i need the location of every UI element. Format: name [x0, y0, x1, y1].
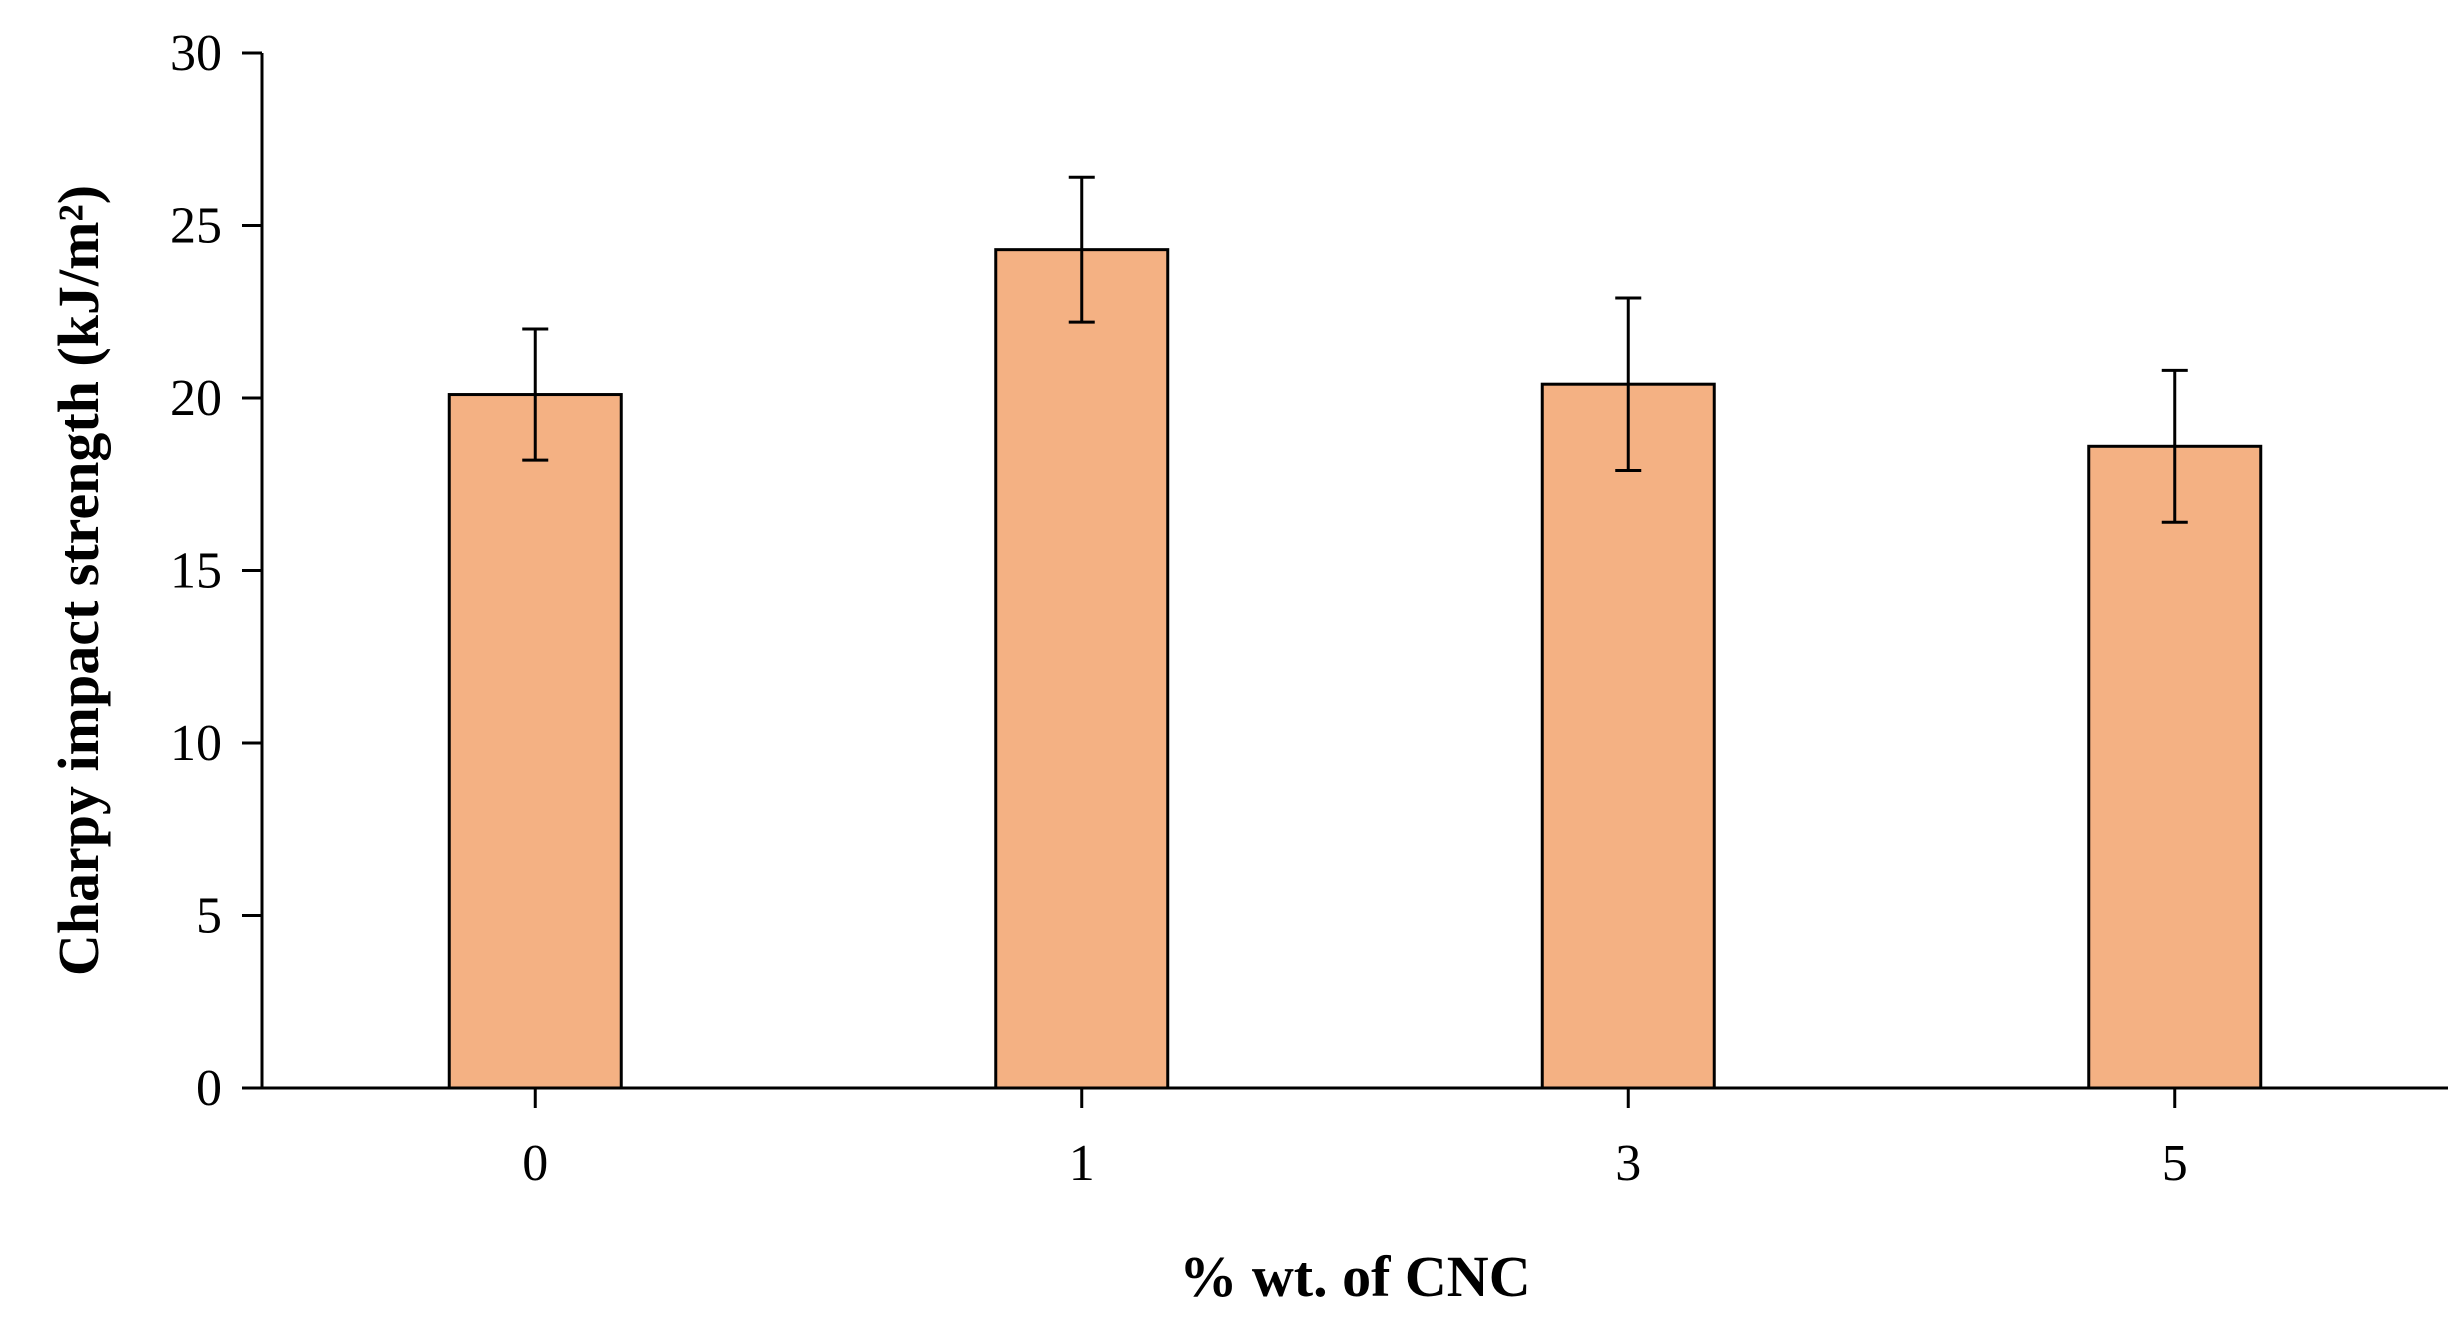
y-ticks: 0 5 10 15 20 25 30 [170, 25, 262, 1117]
y-tick-label-3: 15 [170, 543, 222, 600]
y-tick-label-2: 10 [170, 715, 222, 772]
x-ticks: 0 1 3 5 [522, 1088, 2188, 1192]
bar-3 [1540, 382, 1716, 1090]
x-axis-title: % wt. of CNC [1179, 1244, 1530, 1309]
error-bar-3 [1615, 296, 1642, 472]
y-axis-title: Charpy impact strength (kJ/m²) [46, 185, 111, 976]
y-tick-label-5: 25 [170, 198, 222, 255]
x-tick-label-0: 0 [522, 1135, 548, 1192]
y-tick-label-1: 5 [196, 888, 222, 945]
x-tick-label-5: 5 [2162, 1135, 2188, 1192]
bar-5 [2087, 444, 2263, 1090]
error-bar-1 [1068, 175, 1095, 324]
bar-1 [994, 248, 1170, 1090]
bars-layer [447, 248, 2263, 1090]
error-bars-layer [522, 175, 2188, 524]
x-tick-label-1: 1 [1069, 1135, 1095, 1192]
y-tick-label-4: 20 [170, 370, 222, 427]
y-tick-label-0: 0 [196, 1060, 222, 1117]
error-bar-5 [2161, 368, 2188, 524]
y-tick-label-6: 30 [170, 25, 222, 82]
error-bar-0 [522, 327, 549, 462]
bar-0 [447, 393, 623, 1090]
x-tick-label-3: 3 [1615, 1135, 1641, 1192]
